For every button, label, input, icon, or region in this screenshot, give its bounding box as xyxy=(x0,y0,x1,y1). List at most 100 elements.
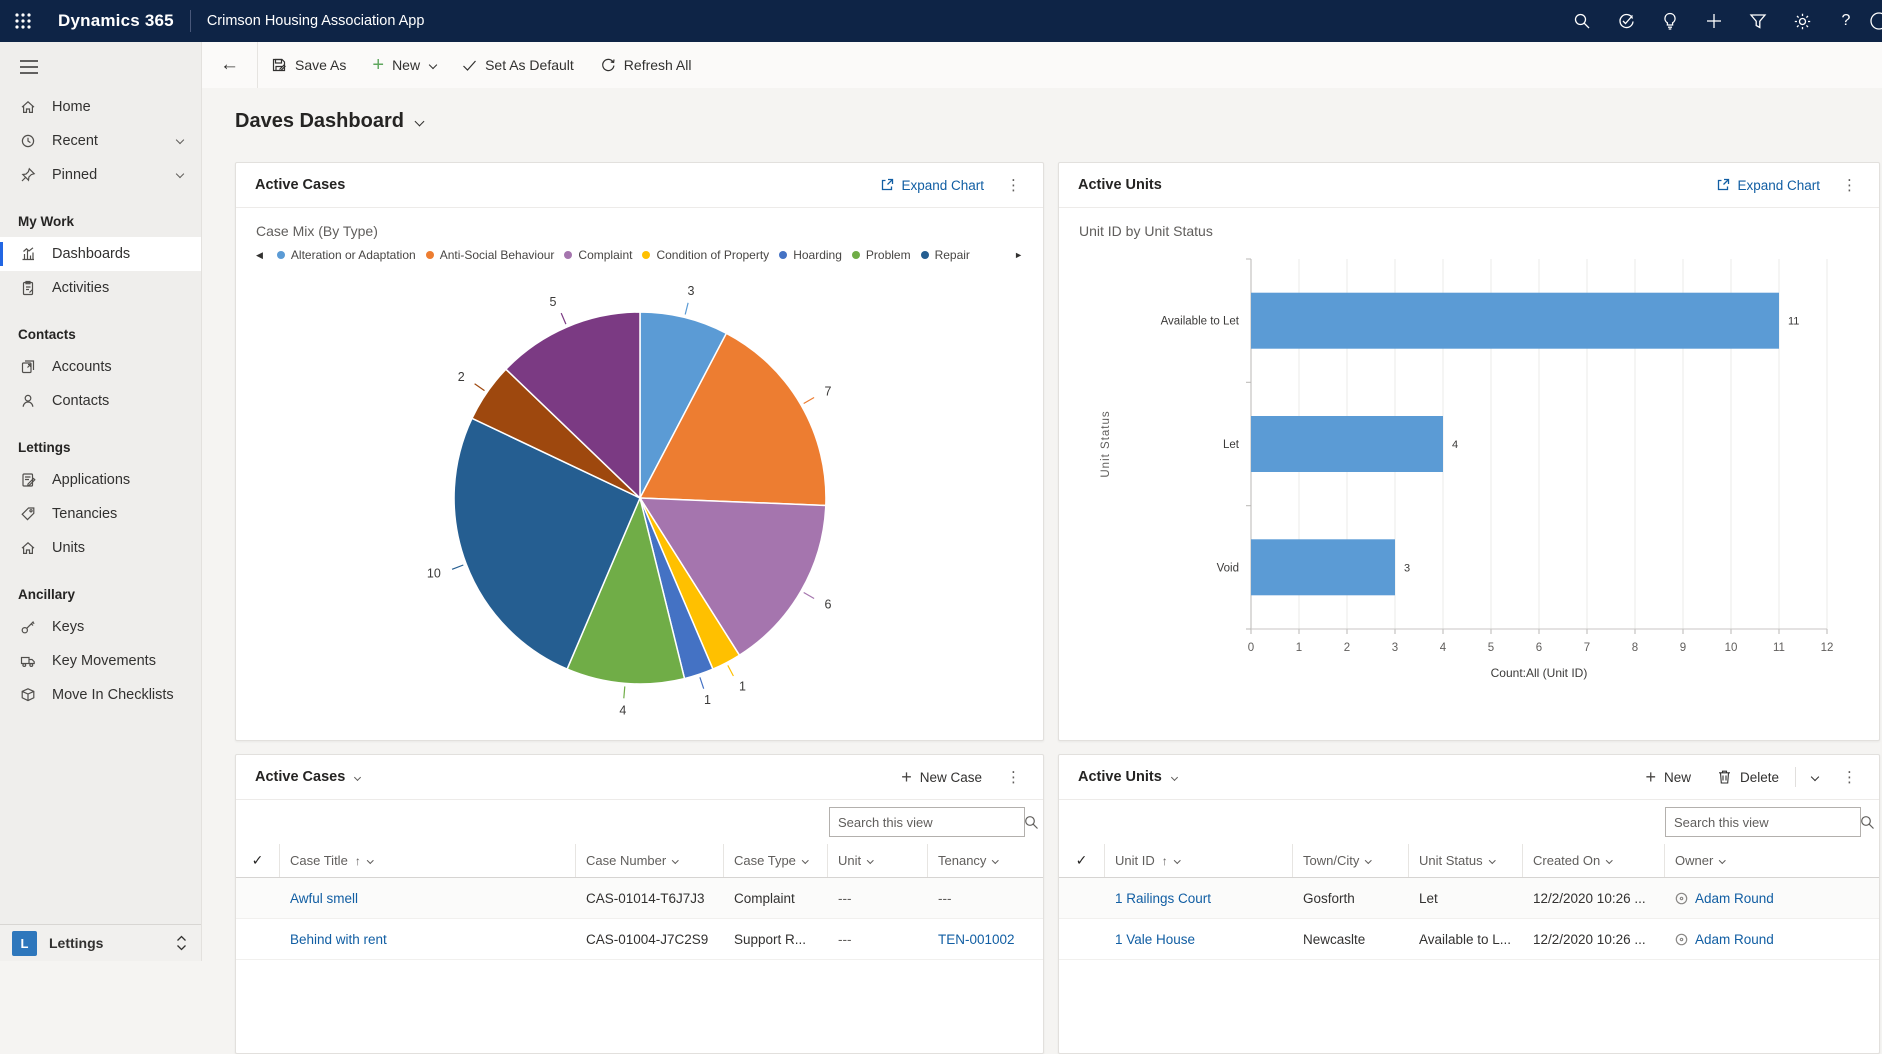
legend-prev-icon[interactable]: ◀ xyxy=(252,250,267,261)
delete-button[interactable]: Delete xyxy=(1707,769,1789,785)
new-case-button[interactable]: + New Case xyxy=(891,767,992,788)
column-header-unit-status[interactable]: Unit Status xyxy=(1409,844,1523,877)
brand-title[interactable]: Dynamics 365 xyxy=(58,11,174,31)
sidebar-item-home[interactable]: Home xyxy=(0,90,201,124)
legend-item[interactable]: Problem xyxy=(852,248,911,262)
area-switcher[interactable]: L Lettings xyxy=(0,924,201,961)
column-header-case-title[interactable]: Case Title↑ xyxy=(280,844,576,877)
legend-next-icon[interactable]: ► xyxy=(1010,250,1027,260)
svg-text:Void: Void xyxy=(1217,562,1239,574)
page-title[interactable]: Daves Dashboard xyxy=(235,110,404,133)
search-icon[interactable] xyxy=(1560,0,1604,42)
sidebar-item-label: Recent xyxy=(52,133,98,149)
active-cases-chart-panel: Active Cases Expand Chart ⋮ Case Mix (By… xyxy=(235,162,1044,741)
column-header-unit-id[interactable]: Unit ID↑ xyxy=(1105,844,1293,877)
new-button[interactable]: + New xyxy=(359,42,449,88)
sidebar-item-keys[interactable]: Keys xyxy=(0,610,201,644)
navbar-divider xyxy=(190,10,191,32)
tenancy-link[interactable]: TEN-001002 xyxy=(928,919,1043,959)
search-input[interactable] xyxy=(1666,815,1858,830)
column-header-town-city[interactable]: Town/City xyxy=(1293,844,1409,877)
table-row[interactable]: 1 Railings Court Gosforth Let 12/2/2020 … xyxy=(1059,878,1879,919)
column-header-unit[interactable]: Unit xyxy=(828,844,928,877)
new-button[interactable]: + New xyxy=(1635,767,1701,788)
column-header-case-type[interactable]: Case Type xyxy=(724,844,828,877)
sidebar-item-tenancies[interactable]: Tenancies xyxy=(0,497,201,531)
filter-icon[interactable] xyxy=(1736,0,1780,42)
app-name[interactable]: Crimson Housing Association App xyxy=(207,13,425,29)
table-row[interactable]: 1 Vale House Newcaslte Available to L...… xyxy=(1059,919,1879,960)
select-all-checkbox[interactable]: ✓ xyxy=(1059,844,1105,877)
sidebar-group-my-work: My Work xyxy=(0,192,201,237)
hamburger-menu-icon[interactable] xyxy=(0,42,201,80)
chevron-down-icon[interactable] xyxy=(430,57,436,73)
unit-id-link[interactable]: 1 Vale House xyxy=(1105,919,1293,959)
chevron-down-icon[interactable] xyxy=(177,133,183,149)
chevron-down-icon[interactable] xyxy=(177,167,183,183)
more-commands-icon[interactable]: ⋮ xyxy=(998,768,1029,786)
column-header-case-number[interactable]: Case Number xyxy=(576,844,724,877)
owner-link[interactable]: Adam Round xyxy=(1695,932,1774,947)
table-row[interactable]: Awful smell CAS-01014-T6J7J3 Complaint -… xyxy=(236,878,1043,919)
waffle-icon[interactable] xyxy=(0,0,46,42)
table-row[interactable]: Behind with rent CAS-01004-J7C2S9 Suppor… xyxy=(236,919,1043,960)
owner-link[interactable]: Adam Round xyxy=(1695,891,1774,906)
more-commands-icon[interactable]: ⋮ xyxy=(1834,176,1865,194)
gear-icon[interactable] xyxy=(1780,0,1824,42)
refresh-all-button[interactable]: Refresh All xyxy=(587,42,705,88)
sidebar-item-dashboards[interactable]: Dashboards xyxy=(0,237,201,271)
expand-chart-button[interactable]: Expand Chart xyxy=(1708,178,1828,193)
lightbulb-icon[interactable] xyxy=(1648,0,1692,42)
column-header-tenancy[interactable]: Tenancy xyxy=(928,844,1043,877)
set-as-default-button[interactable]: Set As Default xyxy=(449,42,587,88)
legend-item[interactable]: Alteration or Adaptation xyxy=(277,248,416,262)
case-title-link[interactable]: Behind with rent xyxy=(280,919,576,959)
task-checker-icon[interactable] xyxy=(1604,0,1648,42)
sidebar-item-accounts[interactable]: Accounts xyxy=(0,350,201,384)
search-input[interactable] xyxy=(830,815,1022,830)
view-selector[interactable]: Active Cases xyxy=(255,769,360,785)
sidebar-item-key-movements[interactable]: Key Movements xyxy=(0,644,201,678)
save-as-button[interactable]: Save As xyxy=(258,42,359,88)
area-letter-tile: L xyxy=(12,931,37,956)
sidebar-item-activities[interactable]: Activities xyxy=(0,271,201,305)
active-units-grid-panel: Active Units + New Delete ⋮ xyxy=(1058,754,1880,1054)
legend-item[interactable]: Repair xyxy=(921,248,970,262)
back-button[interactable]: ← xyxy=(202,42,258,88)
legend-item[interactable]: Complaint xyxy=(564,248,632,262)
sidebar-item-contacts[interactable]: Contacts xyxy=(0,384,201,418)
column-header-created-on[interactable]: Created On xyxy=(1523,844,1665,877)
column-header-owner[interactable]: Owner xyxy=(1665,844,1879,877)
legend-item[interactable]: Condition of Property xyxy=(642,248,769,262)
unit-id-link[interactable]: 1 Railings Court xyxy=(1105,878,1293,918)
legend-item[interactable]: Anti-Social Behaviour xyxy=(426,248,555,262)
legend-item[interactable]: Hoarding xyxy=(779,248,842,262)
sidebar-item-pinned[interactable]: Pinned xyxy=(0,158,201,192)
select-all-checkbox[interactable]: ✓ xyxy=(236,844,280,877)
chevron-down-icon[interactable] xyxy=(415,117,425,127)
command-bar: ← Save As + New Set As Default Refresh A… xyxy=(202,42,1882,88)
search-icon[interactable] xyxy=(1858,815,1880,830)
search-icon[interactable] xyxy=(1022,815,1044,830)
quick-create-plus-icon[interactable] xyxy=(1692,0,1736,42)
case-title-link[interactable]: Awful smell xyxy=(280,878,576,918)
expand-chart-button[interactable]: Expand Chart xyxy=(872,178,992,193)
account-person-icon[interactable] xyxy=(1868,0,1882,42)
search-view-box[interactable] xyxy=(1665,807,1861,837)
more-commands-icon[interactable]: ⋮ xyxy=(998,176,1029,194)
sidebar-item-move-in-checklists[interactable]: Move In Checklists xyxy=(0,678,201,712)
sidebar-group-ancillary: Ancillary xyxy=(0,565,201,610)
sidebar-item-recent[interactable]: Recent xyxy=(0,124,201,158)
view-selector[interactable]: Active Units xyxy=(1078,769,1177,785)
sidebar-item-units[interactable]: Units xyxy=(0,531,201,565)
sidebar-item-applications[interactable]: Applications xyxy=(0,463,201,497)
help-icon[interactable]: ? xyxy=(1824,0,1868,42)
more-commands-icon[interactable]: ⋮ xyxy=(1834,768,1865,786)
more-dropdown-icon[interactable] xyxy=(1802,774,1828,780)
grid-toolbar xyxy=(236,800,1043,844)
person-icon xyxy=(20,393,37,409)
panel-title: Active Units xyxy=(1078,177,1162,193)
search-view-box[interactable] xyxy=(829,807,1025,837)
